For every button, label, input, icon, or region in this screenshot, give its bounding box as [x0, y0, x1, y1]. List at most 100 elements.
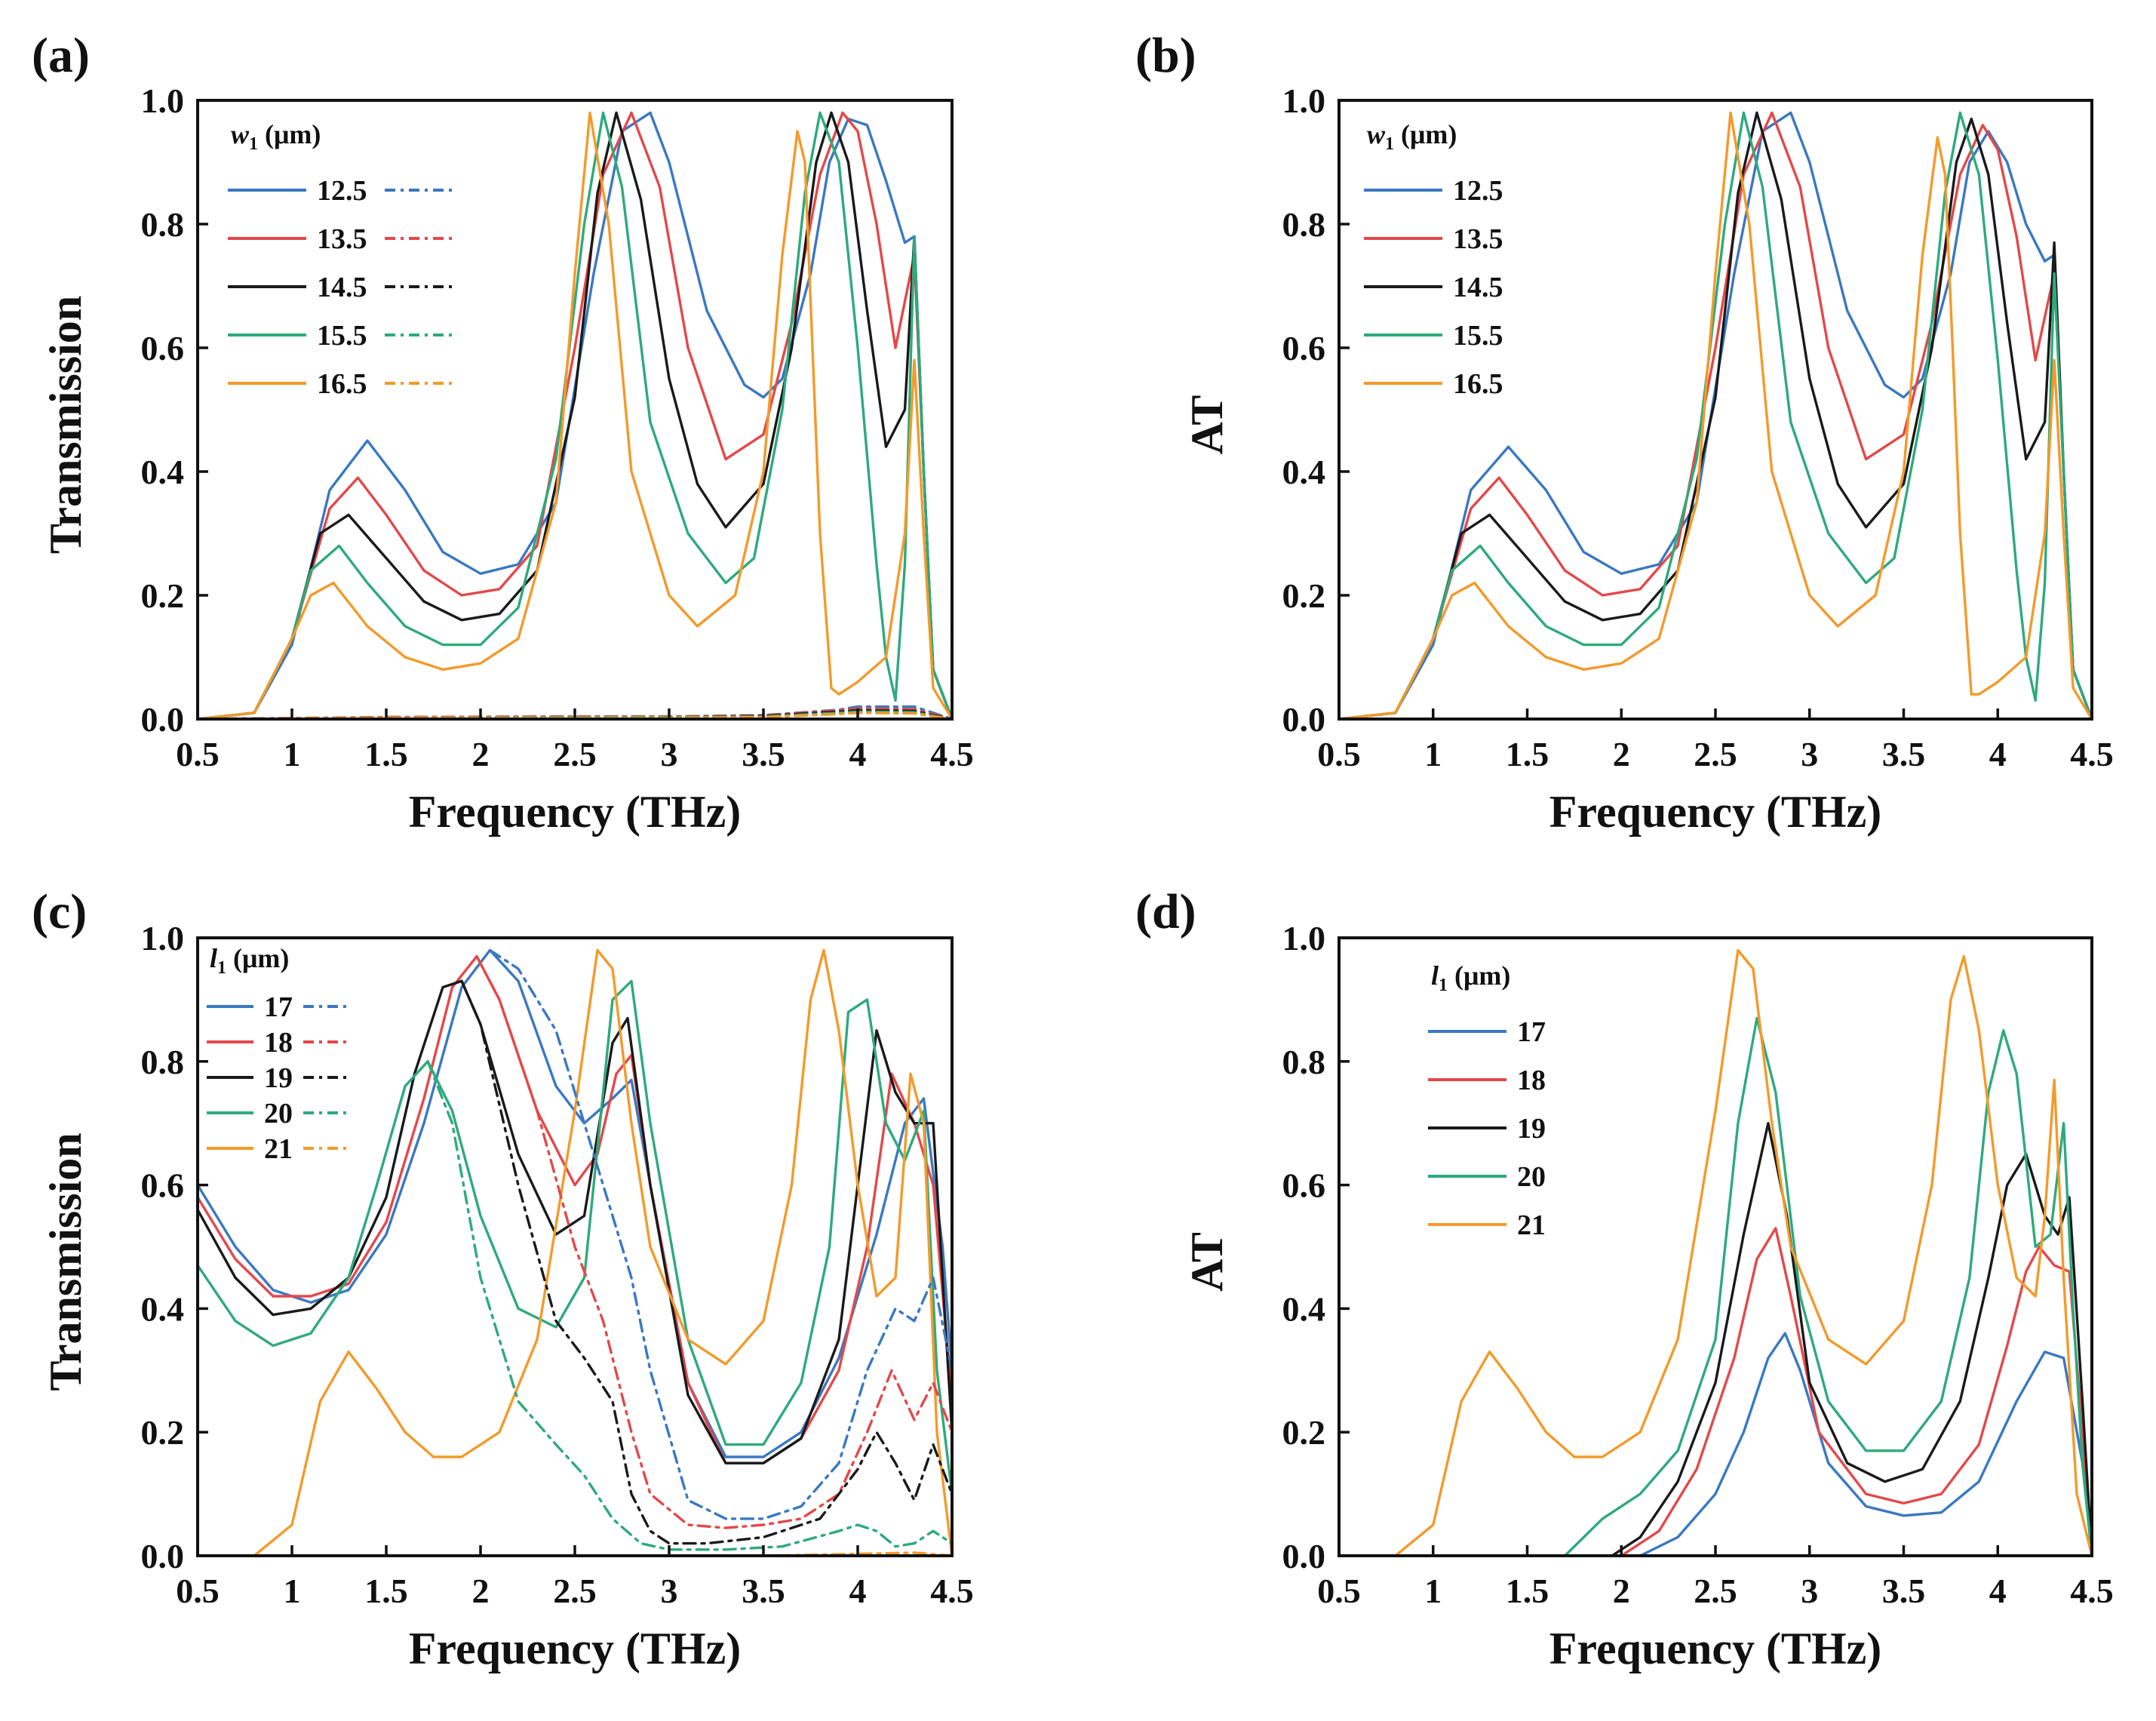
- x-tick-label: 4.5: [2070, 1572, 2114, 1610]
- panel-label: (b): [1135, 28, 1196, 83]
- y-tick-label: 0.8: [1282, 205, 1326, 244]
- y-axis-label: AT: [1182, 1232, 1232, 1292]
- series-line-19: [198, 979, 952, 1464]
- y-tick-label: 0.4: [141, 453, 185, 491]
- x-tick-label: 4: [849, 1572, 867, 1610]
- axes-frame: [196, 99, 954, 721]
- y-tick-label: 1.0: [1282, 81, 1326, 120]
- x-tick-label: 4.5: [930, 1572, 974, 1610]
- series-line-21: [1339, 948, 2092, 1556]
- x-tick-label: 3.5: [1882, 735, 1926, 773]
- x-tick-label: 2.5: [553, 735, 597, 773]
- series-line-16.5: [1339, 111, 2092, 719]
- x-tick-label: 2: [1613, 1572, 1630, 1610]
- panel-a: (a) 0.5 1 1.5 2 2.5 3 3.5 4 4.5 0.0 0.2 0.4 0.6 0.8 1.0…: [32, 28, 974, 837]
- x-axis-label: Frequency (THz): [1549, 787, 1881, 837]
- x-tick-label: 2: [1613, 735, 1630, 773]
- series-line-14.5: [198, 111, 952, 719]
- x-tick-label: 0.5: [1317, 735, 1361, 773]
- series-line-14.5: [1339, 111, 2092, 719]
- y-tick-label: 0.2: [141, 1413, 185, 1452]
- x-tick-label: 3: [661, 735, 678, 773]
- series-line-12.5: [198, 111, 952, 719]
- series-line-18-dashdot: [475, 954, 952, 1529]
- y-tick-label: 0.0: [141, 700, 185, 739]
- x-tick-label: 1.5: [1506, 735, 1549, 773]
- x-tick-label: 1: [1424, 735, 1442, 773]
- y-tick-label: 0.4: [141, 1289, 185, 1328]
- x-tick-label: 2.5: [1694, 735, 1737, 773]
- x-tick-label: 4: [849, 735, 867, 773]
- x-tick-label: 1.5: [364, 1572, 408, 1610]
- series-group: [1339, 948, 2092, 1556]
- legend-label-18: 18: [264, 1027, 293, 1059]
- x-tick-label: 0.5: [176, 1572, 220, 1610]
- legend: w1 (μm) 12.5 13.5 14.5 15.5 16.5: [1364, 119, 1503, 400]
- x-axis-label: Frequency (THz): [409, 1624, 741, 1673]
- x-tick-label: 2.5: [553, 1572, 597, 1610]
- legend-label-21: 21: [264, 1133, 293, 1165]
- legend: w1 (μm) 12.5 13.5 14.5 15.5 16.5: [228, 119, 453, 400]
- legend-label-14.5: 14.5: [1453, 272, 1503, 303]
- y-tick-label: 0.2: [1282, 1413, 1326, 1452]
- x-tick-label: 3.5: [742, 1572, 785, 1610]
- y-tick-label: 1.0: [141, 919, 185, 957]
- y-tick-label: 0.0: [141, 1537, 185, 1575]
- legend-label-18: 18: [1517, 1065, 1546, 1096]
- series-line-17: [198, 948, 952, 1458]
- x-tick-label: 0.5: [1317, 1572, 1361, 1610]
- legend-label-13.5: 13.5: [1453, 223, 1503, 255]
- x-tick-label: 4: [1989, 1572, 2007, 1610]
- series-group: [1339, 111, 2092, 719]
- series-line-17: [1638, 1332, 2092, 1556]
- legend-label-14.5: 14.5: [317, 272, 367, 303]
- series-line-16.5: [198, 111, 952, 719]
- series-line-20: [1563, 1016, 2092, 1556]
- y-tick-label: 0.6: [1282, 1166, 1326, 1205]
- y-tick-label: 0.2: [141, 576, 185, 615]
- y-tick-label: 0.6: [141, 1166, 185, 1205]
- legend-label-12.5: 12.5: [317, 175, 367, 207]
- series-line-13.5: [198, 111, 952, 719]
- x-tick-label: 1: [1424, 1572, 1442, 1610]
- legend-label-17: 17: [1517, 1016, 1546, 1048]
- legend-title: l1 (μm): [210, 943, 289, 978]
- y-tick-label: 1.0: [1282, 919, 1326, 957]
- y-tick-label: 0.8: [141, 1043, 185, 1081]
- x-axis-label: Frequency (THz): [409, 787, 741, 837]
- series-line-12.5: [1339, 111, 2092, 719]
- y-tick-label: 0.6: [141, 329, 185, 367]
- panel-label: (a): [32, 28, 90, 83]
- x-tick-label: 4.5: [930, 735, 974, 773]
- legend-title: w1 (μm): [1367, 119, 1457, 154]
- axes-frame: [1338, 99, 2093, 721]
- legend-title: l1 (μm): [1431, 960, 1510, 995]
- series-line-15.5: [198, 111, 952, 719]
- x-tick-label: 4.5: [2070, 735, 2114, 773]
- y-tick-label: 0.8: [1282, 1043, 1326, 1081]
- panel-d: (d) 0.5 1 1.5 2 2.5 3 3.5 4 4.5 0.0 0.2 0.4 0.6 0.8 1.0…: [1135, 884, 2114, 1673]
- legend-label-21: 21: [1517, 1209, 1546, 1241]
- x-tick-label: 1: [284, 735, 301, 773]
- x-tick-label: 3: [1801, 735, 1818, 773]
- series-group: [198, 948, 952, 1556]
- series-line-19: [1611, 1121, 2092, 1556]
- y-tick-label: 0.8: [141, 205, 185, 244]
- x-tick-label: 3: [1801, 1572, 1818, 1610]
- series-group: [198, 111, 952, 719]
- y-axis-label: Transmission: [41, 1132, 91, 1391]
- panel-label: (d): [1135, 884, 1196, 939]
- y-axis-label: AT: [1182, 395, 1232, 455]
- legend-label-19: 19: [1517, 1113, 1546, 1145]
- x-tick-label: 2: [472, 1572, 490, 1610]
- legend-label-13.5: 13.5: [317, 223, 367, 255]
- series-line-19-dashdot: [460, 979, 952, 1545]
- y-tick-label: 0.6: [1282, 329, 1326, 367]
- series-line-18: [1620, 1227, 2092, 1556]
- y-tick-label: 0.4: [1282, 453, 1326, 491]
- x-tick-label: 1: [284, 1572, 301, 1610]
- x-axis-label: Frequency (THz): [1549, 1624, 1881, 1673]
